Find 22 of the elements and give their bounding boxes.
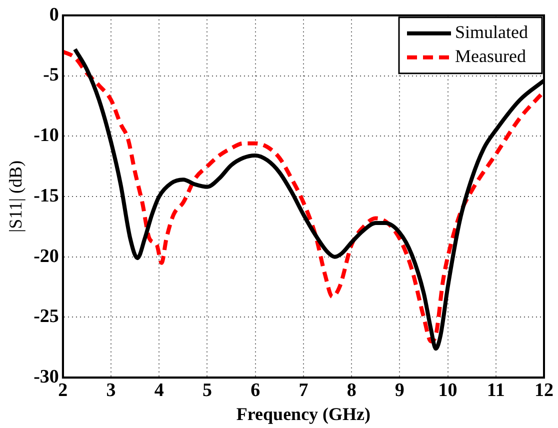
y-tick-label: -30: [34, 366, 59, 388]
x-tick-label: 4: [154, 380, 164, 401]
y-tick-label: -20: [34, 246, 59, 267]
y-axis-title: |S11| (dB): [6, 160, 26, 233]
y-tick-label: -25: [34, 306, 59, 328]
y-tick-label: -15: [34, 185, 59, 206]
x-tick-label: 10: [438, 380, 458, 401]
x-tick-label: 12: [534, 380, 554, 401]
y-tick-label: -10: [34, 125, 59, 146]
x-tick-label: 2: [58, 380, 68, 401]
x-axis-title: Frequency (GHz): [236, 404, 371, 424]
x-tick-label: 3: [106, 380, 116, 401]
y-tick-label: -5: [43, 64, 59, 86]
x-tick-label: 11: [486, 380, 505, 401]
y-tick-label: 0: [49, 4, 59, 26]
legend-label: Simulated: [455, 22, 528, 42]
legend-label: Measured: [455, 46, 526, 66]
x-tick-label: 5: [202, 380, 212, 401]
x-tick-label: 7: [298, 380, 309, 401]
x-tick-label: 6: [250, 380, 260, 401]
x-tick-label: 9: [394, 380, 404, 401]
x-tick-label: 8: [346, 380, 356, 401]
